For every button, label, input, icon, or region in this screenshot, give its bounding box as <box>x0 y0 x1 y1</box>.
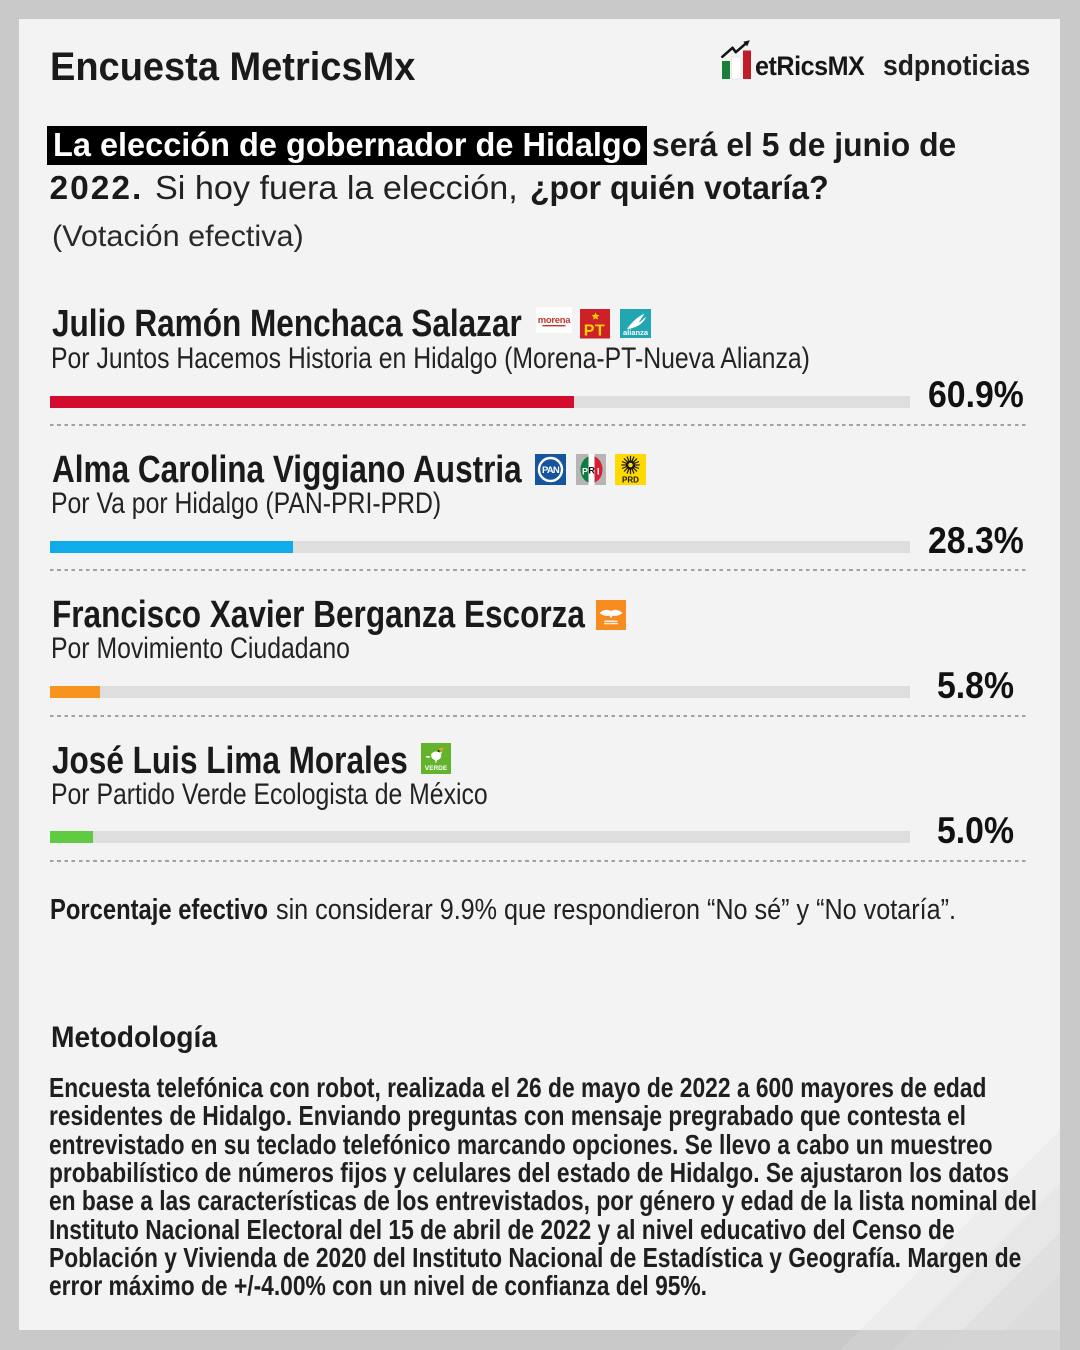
svg-text:R: R <box>588 466 595 476</box>
svg-text:P: P <box>582 467 588 477</box>
svg-text:alianza: alianza <box>623 328 649 337</box>
svg-text:PAN: PAN <box>542 465 560 476</box>
svg-text:VERDE: VERDE <box>425 765 448 772</box>
svg-text:I: I <box>597 467 600 477</box>
svg-text:PRD: PRD <box>622 476 639 485</box>
svg-text:PT: PT <box>584 323 605 339</box>
svg-text:morena: morena <box>538 315 572 326</box>
